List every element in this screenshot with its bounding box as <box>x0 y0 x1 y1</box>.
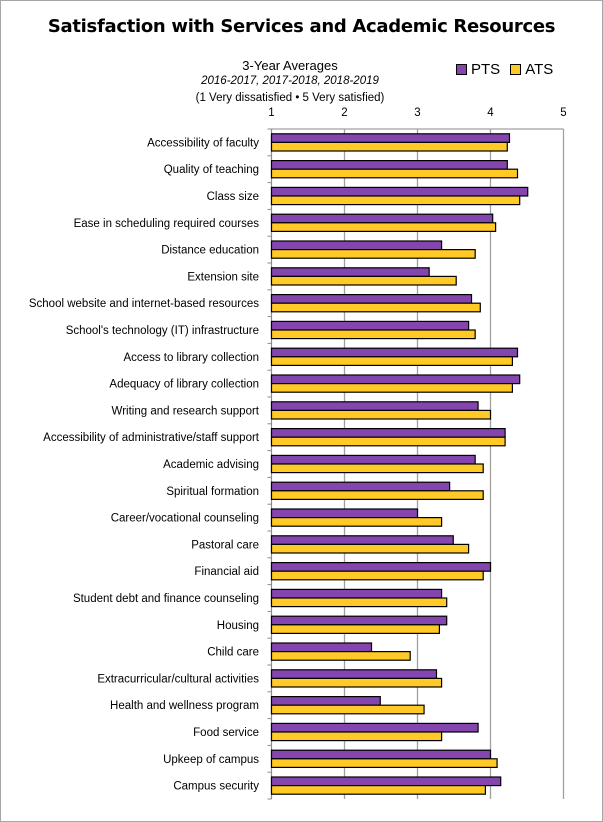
category-label: Writing and research support <box>112 405 260 417</box>
x-tick-label: 5 <box>560 107 566 119</box>
category-label: Accessibility of administrative/staff su… <box>43 432 260 444</box>
bar-ats <box>270 543 470 554</box>
bar-ats <box>270 597 448 608</box>
category-label: Campus security <box>173 781 259 793</box>
bar-pts <box>270 428 506 438</box>
category-label: Distance education <box>161 245 259 257</box>
bar-pts <box>270 508 419 519</box>
bar-ats <box>270 463 484 474</box>
bar-pts <box>270 133 511 144</box>
bar-pts <box>270 186 529 197</box>
bar-ats <box>270 490 484 500</box>
category-label: Quality of teaching <box>164 164 259 176</box>
bar-pts <box>270 669 438 679</box>
bar-ats <box>270 624 440 634</box>
category-label: Upkeep of campus <box>163 754 259 766</box>
category-label: Spiritual formation <box>166 486 259 498</box>
bar-ats <box>270 195 521 206</box>
legend-swatch-pts <box>456 64 467 75</box>
chart-subtitle-years: 2016-2017, 2017-2018, 2018-2019 <box>201 75 379 87</box>
bar-pts <box>270 294 473 304</box>
bar-pts <box>270 320 470 331</box>
category-label: Ease in scheduling required courses <box>74 218 260 230</box>
category-label: Financial aid <box>194 566 259 578</box>
category-label: Food service <box>193 727 259 739</box>
bar-pts <box>270 615 448 626</box>
bar-pts <box>270 454 476 465</box>
bar-pts <box>270 213 494 224</box>
legend-item-ats: ATS <box>510 61 553 78</box>
bar-pts <box>270 267 430 277</box>
bar-pts <box>270 749 492 760</box>
bar-ats <box>270 650 411 661</box>
legend-label-ats: ATS <box>525 61 554 78</box>
chart-title: Satisfaction with Services and Academic … <box>47 16 556 37</box>
bar-pts <box>270 160 508 170</box>
category-label: Student debt and finance counseling <box>73 593 259 605</box>
bar-ats <box>270 677 443 688</box>
bar-ats <box>270 329 476 340</box>
chart-scale-note: (1 Very dissatisfied • 5 Very satisfied) <box>195 92 385 104</box>
chart-subtitle: 3-Year Averages <box>242 58 338 73</box>
bar-ats <box>270 222 497 233</box>
category-label: School's technology (IT) infrastructure <box>66 325 259 337</box>
category-label: Extracurricular/cultural activities <box>97 673 259 685</box>
x-tick-label: 3 <box>414 107 420 119</box>
bar-pts <box>270 642 373 653</box>
bar-pts <box>270 561 492 572</box>
bar-ats <box>270 516 443 527</box>
bar-pts <box>270 374 521 385</box>
x-tick-label: 4 <box>487 107 494 119</box>
bar-ats <box>270 249 476 259</box>
bar-pts <box>270 535 454 545</box>
category-label: Housing <box>217 620 259 632</box>
bar-ats <box>270 302 481 313</box>
category-label: Adequacy of library collection <box>109 379 259 391</box>
legend-swatch-ats <box>510 64 522 75</box>
bar-pts <box>270 240 443 251</box>
category-label: Class size <box>207 191 259 203</box>
bar-ats <box>270 758 498 768</box>
legend: PTS ATS <box>456 61 563 78</box>
bar-ats <box>270 784 486 795</box>
bar-ats <box>270 383 513 393</box>
x-tick-label: 1 <box>268 107 274 119</box>
bar-pts <box>270 776 502 787</box>
category-label: Child care <box>207 647 259 659</box>
category-label: Academic advising <box>163 459 259 471</box>
bar-pts <box>270 695 381 706</box>
x-tick-label: 2 <box>341 107 347 119</box>
bar-ats <box>270 436 506 447</box>
bar-ats <box>270 409 492 420</box>
bar-pts <box>270 722 479 733</box>
bar-ats <box>270 356 513 366</box>
category-label: School website and internet-based resour… <box>29 298 259 310</box>
legend-item-pts: PTS <box>456 61 500 78</box>
bar-ats <box>270 275 457 286</box>
category-label: Career/vocational counseling <box>111 513 259 525</box>
bar-pts <box>270 347 519 358</box>
bar-ats <box>270 570 484 581</box>
bar-ats <box>270 168 519 179</box>
bar-pts <box>270 401 479 411</box>
category-label: Pastoral care <box>191 539 259 551</box>
category-label: Access to library collection <box>124 352 260 364</box>
category-label: Health and wellness program <box>110 700 259 712</box>
bar-ats <box>270 731 443 742</box>
category-label: Extension site <box>187 271 259 283</box>
bar-ats <box>270 141 508 152</box>
bar-ats <box>270 704 425 715</box>
bar-pts <box>270 481 451 492</box>
bar-pts <box>270 588 443 599</box>
category-label: Accessibility of faculty <box>147 137 259 149</box>
legend-label-pts: PTS <box>471 61 501 78</box>
